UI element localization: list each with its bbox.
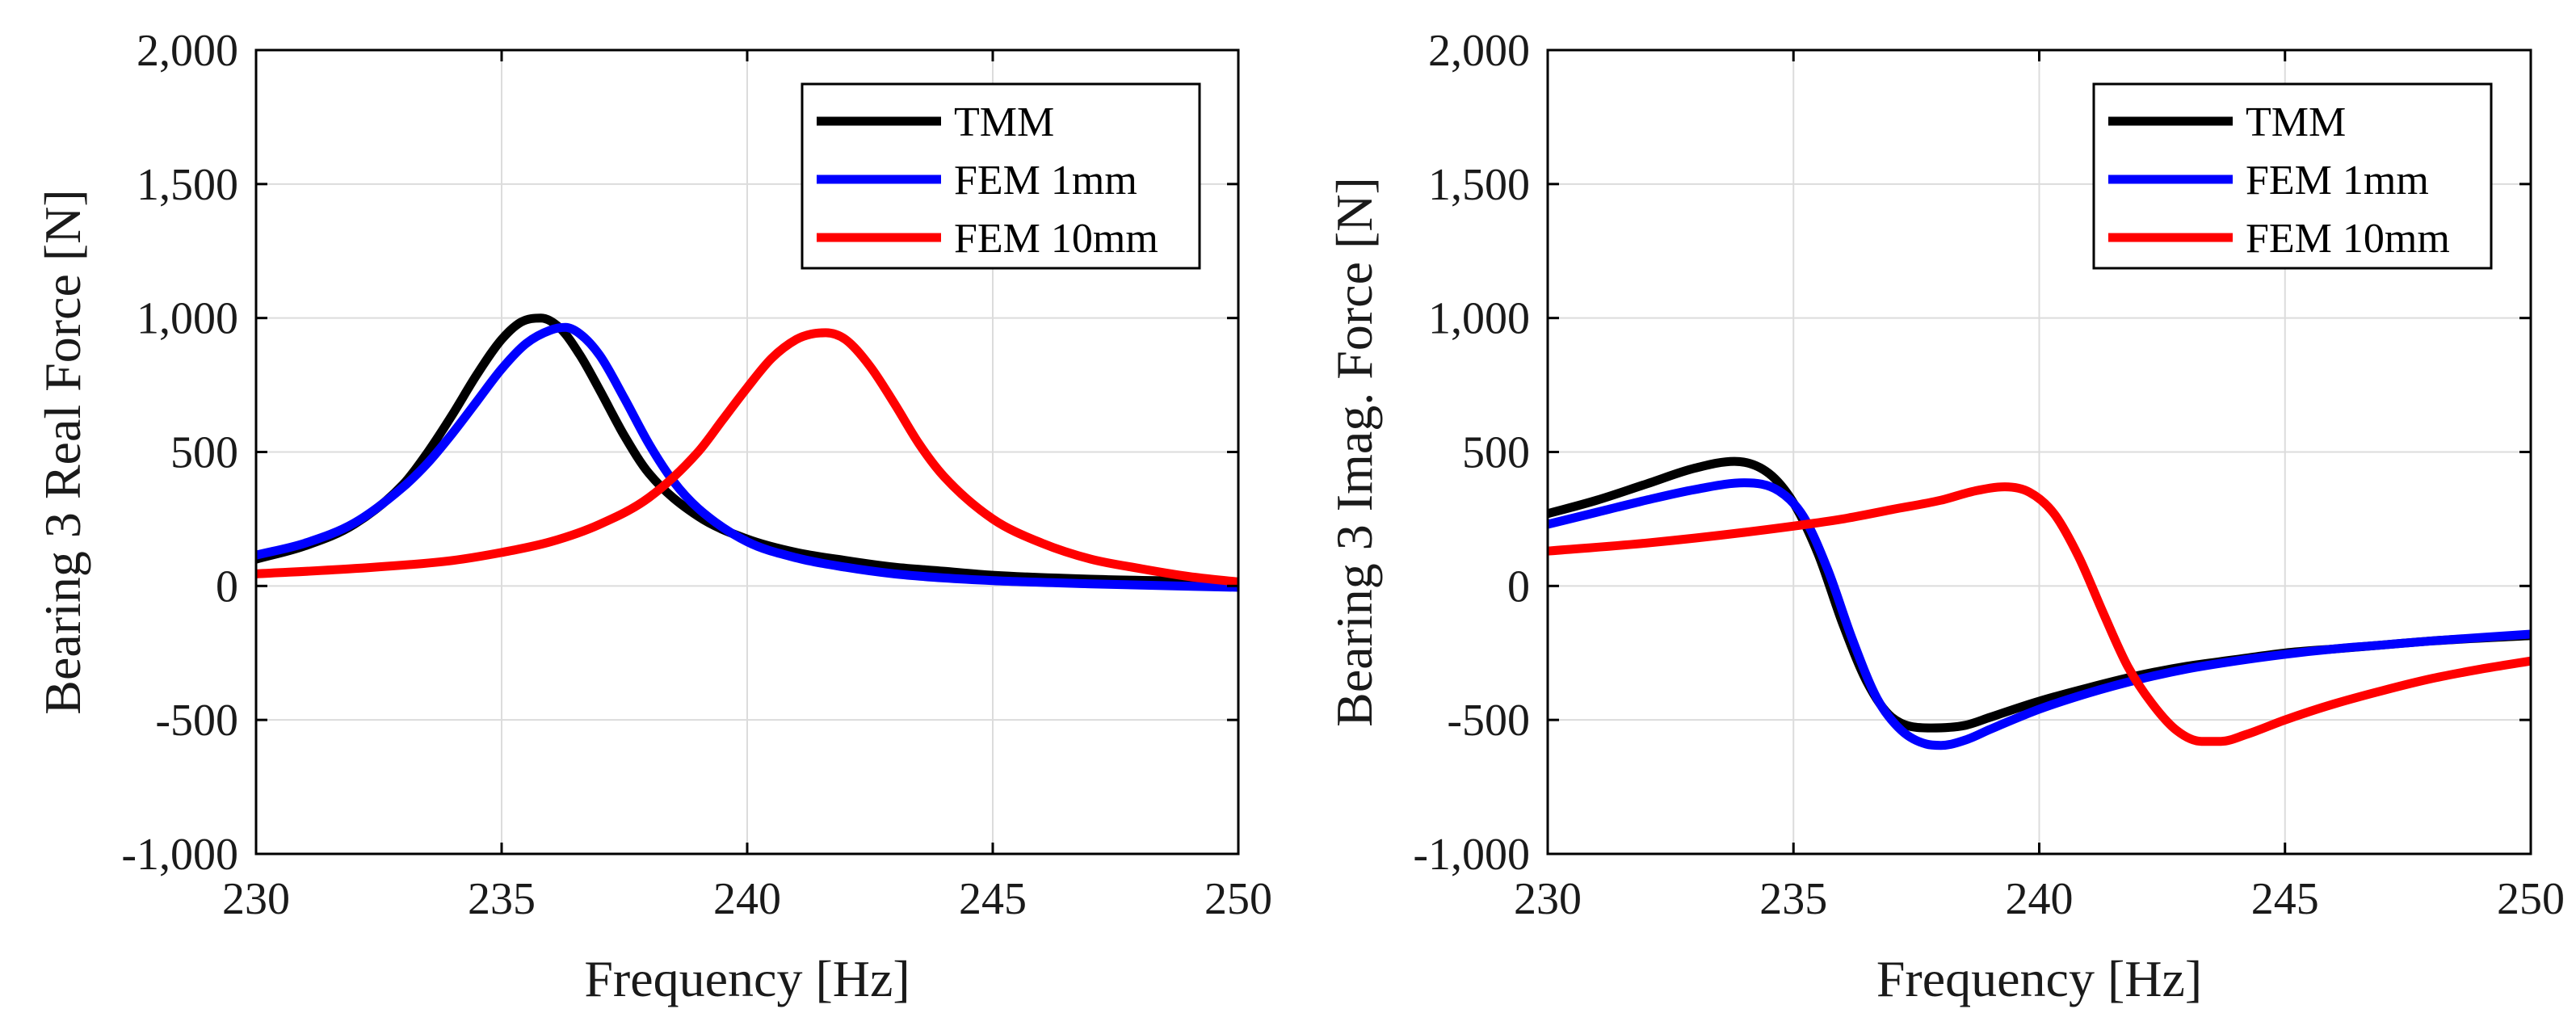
x-tick-label: 245 [959,874,1027,924]
y-tick-label: 0 [1507,561,1530,612]
y-tick-label: 1,000 [137,294,238,344]
legend: TMM FEM 1mm FEM 10mm [801,82,1201,270]
x-axis-label: Frequency [Hz] [1876,950,2202,1007]
series-line-fem-1mm [256,322,1238,592]
y-tick-label: 1,500 [137,160,238,210]
x-tick-label: 240 [2006,874,2074,924]
x-tick-label: 250 [1204,874,1272,924]
y-tick-label: 500 [170,428,238,478]
series-line-fem-10mm [256,328,1238,586]
x-tick-label: 250 [2497,874,2565,924]
legend-label-fem-10mm: FEM 10mm [2246,216,2450,262]
y-tick-label: 2,000 [137,26,238,76]
chart-imag-force: 230 235 240 245 250 -1,000 -500 0 500 1,000 1,500 2… [1326,26,2565,1007]
y-tick-label: 1,000 [1428,294,1530,344]
legend-label-fem-10mm: FEM 10mm [954,216,1158,262]
x-tick-label: 240 [713,874,781,924]
legend-label-tmm: TMM [2246,99,2346,145]
y-tick-label: 1,500 [1428,160,1530,210]
y-axis-label: Bearing 3 Imag. Force [N] [1326,177,1383,727]
y-axis-label: Bearing 3 Real Force [N] [34,189,91,714]
x-tick-label: 230 [222,874,290,924]
series-line-fem-1mm [1548,478,2531,750]
x-tick-label: 230 [1514,874,1582,924]
series-group [256,313,1238,592]
series-group [1548,456,2531,750]
legend-label-fem-1mm: FEM 1mm [2246,158,2429,204]
legend-label-tmm: TMM [954,99,1054,145]
y-tick-label: -500 [155,696,238,746]
series-line-tmm [256,313,1238,586]
series-line-fem-10mm [1548,482,2531,746]
x-tick-label: 235 [468,874,536,924]
legend: TMM FEM 1mm FEM 10mm [2092,82,2493,270]
y-tick-label: 0 [216,561,238,612]
y-tick-label: 500 [1462,428,1530,478]
legend-label-fem-1mm: FEM 1mm [954,158,1137,204]
chart-real-force: 230 235 240 245 250 -1,000 -500 0 500 1,000 1,500 2… [34,26,1272,1007]
y-tick-label: -1,000 [1413,830,1530,880]
y-tick-label: -1,000 [121,830,238,880]
y-tick-label: 2,000 [1428,26,1530,76]
x-tick-label: 245 [2251,874,2319,924]
x-axis-label: Frequency [Hz] [584,950,910,1007]
x-tick-label: 235 [1759,874,1827,924]
y-tick-label: -500 [1447,696,1530,746]
